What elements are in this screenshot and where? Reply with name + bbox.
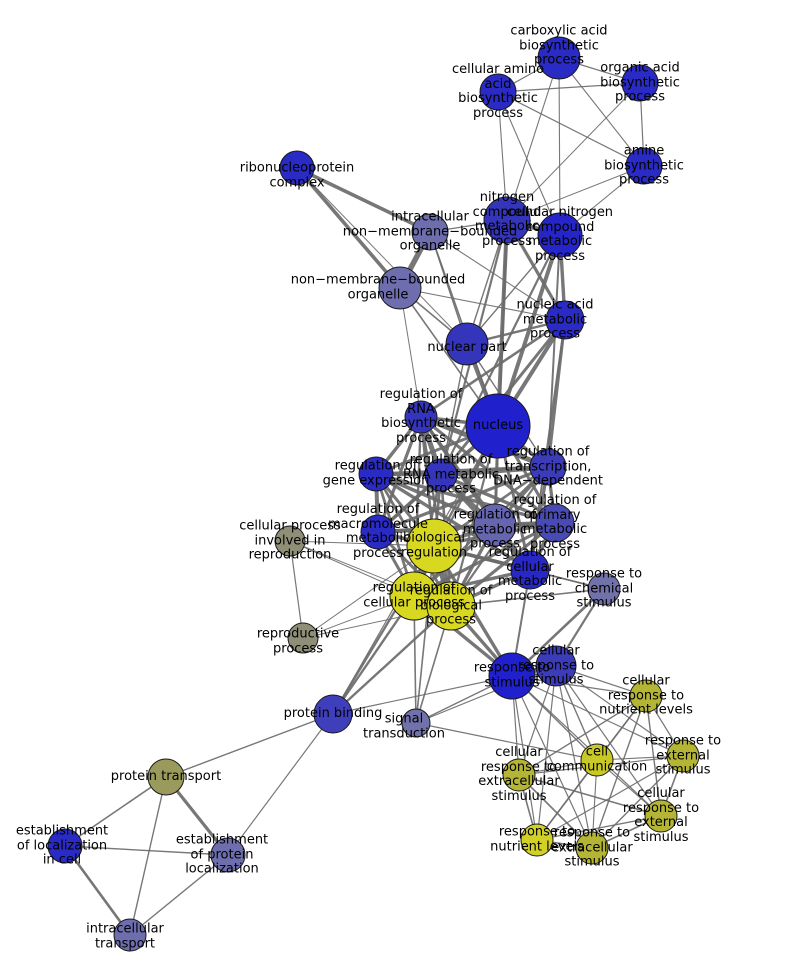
graph-edge [591,755,684,849]
graph-edge [332,425,499,715]
graph-node-cell-communication[interactable] [580,743,614,777]
graph-edge [296,166,431,234]
graph-node-biological-regulation[interactable] [406,518,462,574]
graph-node-intracellular-transport[interactable] [113,918,147,952]
graph-node-nucleic-acid-metabolic-process[interactable] [545,300,585,340]
graph-edge [496,234,562,427]
graph-node-cellular-response-to-extracellular-stimulus[interactable] [502,758,536,792]
graph-edge [518,774,593,849]
graph-edge [375,465,549,476]
graph-node-carboxylic-acid-biosynthetic-process[interactable] [537,36,581,80]
graph-node-response-to-nutrient-levels[interactable] [520,823,554,857]
graph-edge [415,545,435,724]
graph-edge [63,845,132,936]
graph-node-nitrogen-compound-metabolic-process[interactable] [483,196,531,244]
graph-node-protein-transport[interactable] [147,758,185,796]
graph-edge [518,695,647,776]
graph-edge [296,167,468,345]
graph-edge [555,665,684,757]
graph-node-regulation-of-macromolecule-metabolic-process[interactable] [360,514,396,550]
graph-edge [466,234,561,345]
graph-edge [591,695,647,849]
graph-node-establishment-of-protein-localization[interactable] [210,837,246,873]
graph-node-amine-biosynthetic-process[interactable] [625,147,663,185]
graph-edge [497,82,641,93]
graph-node-cellular-process-involved-in-reproduction[interactable] [274,525,306,557]
graph-node-nucleus[interactable] [465,393,531,459]
graph-edge [295,166,402,290]
graph-node-regulation-of-primary-metabolic-process[interactable] [535,503,575,543]
graph-edge [412,416,423,597]
graph-edge [555,665,662,817]
edge-layer [63,57,684,936]
graph-edge [129,854,229,936]
graph-edge [399,287,422,418]
graph-node-regulation-of-rna-metabolic-process[interactable] [424,458,458,492]
graph-node-regulation-of-rna-biosynthetic-process[interactable] [404,400,438,434]
graph-node-cellular-nitrogen-compound-metabolic-process[interactable] [537,212,583,258]
graph-edge [420,318,566,419]
graph-node-establishment-of-localization-in-cell[interactable] [47,828,83,864]
graph-node-intracellular-non-membrane-bounded-organelle[interactable] [411,213,449,251]
graph-node-response-to-chemical-stimulus[interactable] [587,572,621,606]
graph-edge [558,57,645,167]
graph-node-cellular-response-to-stimulus[interactable] [535,645,577,687]
graph-edge [511,675,593,849]
graph-edge [129,776,167,936]
graph-edge [429,231,566,321]
graph-edge [558,57,561,236]
graph-node-regulation-of-gene-expression[interactable] [358,456,394,492]
graph-edge [375,472,496,527]
graph-edge [375,472,531,572]
graph-edge [506,82,641,221]
graph-edge [511,675,662,817]
graph-edge [511,675,684,757]
graph-edge [399,287,566,321]
graph-node-protein-binding[interactable] [313,694,353,734]
graph-edge [227,713,334,856]
graph-edge [289,540,304,639]
graph-edge [518,774,662,817]
graph-edge [506,57,560,221]
graph-edge [64,776,167,847]
graph-node-regulation-of-metabolic-process[interactable] [473,503,517,547]
graph-node-response-to-external-stimulus[interactable] [666,739,700,773]
graph-edge [536,759,598,841]
graph-node-regulation-of-biological-process[interactable] [426,581,476,631]
graph-node-response-to-extracellular-stimulus[interactable] [575,831,609,865]
graph-edge [536,665,557,841]
graph-node-organic-acid-biosynthetic-process[interactable] [621,64,659,102]
graph-node-cellular-amino-acid-biosynthetic-process[interactable] [479,73,517,111]
graph-edge [506,165,645,221]
graph-node-cellular-response-to-nutrient-levels[interactable] [629,679,663,713]
graph-node-response-to-stimulus[interactable] [488,652,536,700]
graph-edge [165,713,334,778]
graph-node-ribonucleoprotein-complex[interactable] [279,150,315,186]
graph-node-regulation-of-cellular-metabolic-process[interactable] [510,550,550,590]
graph-edge [536,815,662,841]
graph-node-non-membrane-bounded-organelle[interactable] [378,266,422,310]
graph-edge [645,695,662,817]
graph-edge [440,473,556,525]
graph-node-signal-transduction[interactable] [401,708,431,738]
graph-node-nuclear-part[interactable] [445,322,489,366]
graph-edge [375,472,556,525]
graph-edge [497,91,561,236]
graph-edge [450,588,605,607]
graph-edge [555,665,593,849]
graph-node-regulation-of-transcription-dna-dependent[interactable] [529,448,567,486]
graph-node-reproductive-process[interactable] [287,622,319,654]
graph-edge [64,845,229,856]
node-layer [47,36,700,952]
graph-edge [415,722,598,761]
graph-edge [536,755,684,841]
graph-edge [332,675,513,715]
graph-node-cellular-response-to-external-stimulus[interactable] [644,799,678,833]
graph-edge [497,91,645,167]
graph-edge [332,605,452,715]
